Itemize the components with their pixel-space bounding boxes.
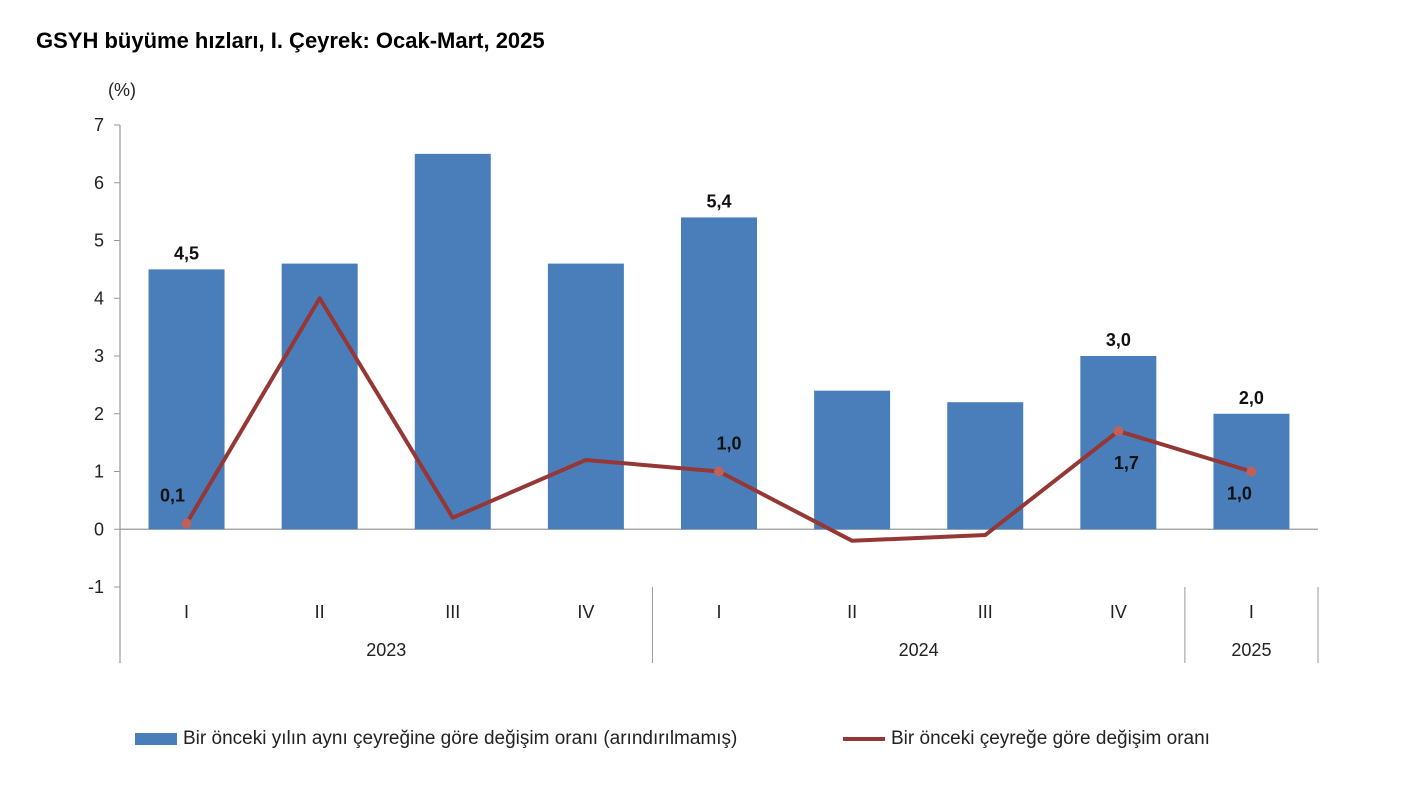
bar-data-label: 5,4 [706,191,731,211]
y-tick-label: 5 [94,231,104,251]
x-tick-label: I [184,602,189,622]
y-tick-label: -1 [88,577,104,597]
x-group-label: 2023 [366,640,406,660]
legend-swatch-line [843,737,885,741]
line-point-marker [1113,426,1124,437]
line-point-marker [1246,466,1257,477]
bar-data-label: 2,0 [1239,388,1264,408]
legend-label-line: Bir önceki çeyreğe göre değişim oranı [891,728,1210,749]
legend-label-bar: Bir önceki yılın aynı çeyreğine göre değ… [183,728,738,749]
line-data-label: 0,1 [160,485,185,505]
y-tick-label: 6 [94,173,104,193]
bar-data-label: 4,5 [174,243,199,263]
x-tick-label: III [445,602,460,622]
bar-data-label: 3,0 [1106,330,1131,350]
legend-item-bar: Bir önceki yılın aynı çeyreğine göre değ… [135,727,737,751]
y-tick-label: 0 [94,519,104,539]
bar [281,263,358,530]
x-tick-label: II [847,602,857,622]
x-tick-label: I [1249,602,1254,622]
line-data-label: 1,0 [1227,484,1252,504]
bar [547,263,624,530]
legend-item-line: Bir önceki çeyreğe göre değişim oranı [843,727,1210,751]
bar [1080,356,1157,530]
x-tick-label: I [716,602,721,622]
bar [414,153,491,530]
legend-swatch-bar [135,733,177,745]
x-tick-label: II [315,602,325,622]
x-tick-label: IV [577,602,594,622]
y-tick-label: 3 [94,346,104,366]
y-tick-label: 1 [94,462,104,482]
y-tick-label: 2 [94,404,104,424]
line-data-label: 1,7 [1114,453,1139,473]
line-point-marker [181,518,192,529]
x-group-label: 2024 [899,640,939,660]
x-tick-label: III [978,602,993,622]
x-group-label: 2025 [1231,640,1271,660]
x-tick-label: IV [1110,602,1127,622]
bar [814,390,891,530]
chart-title: GSYH büyüme hızları, I. Çeyrek: Ocak-Mar… [36,28,545,53]
line-point-marker [714,466,724,477]
bar [947,402,1024,530]
line-series [181,296,1257,543]
y-tick-label: 7 [94,115,104,135]
y-tick-label: 4 [94,288,104,308]
data-labels: 4,5 5,4 3,0 2,0 0,1 1,0 1,7 1,0 [160,191,1264,505]
y-axis-unit-label: (%) [108,80,136,100]
bar [681,217,757,530]
line-data-label: 1,0 [716,434,741,454]
bar [148,269,225,530]
